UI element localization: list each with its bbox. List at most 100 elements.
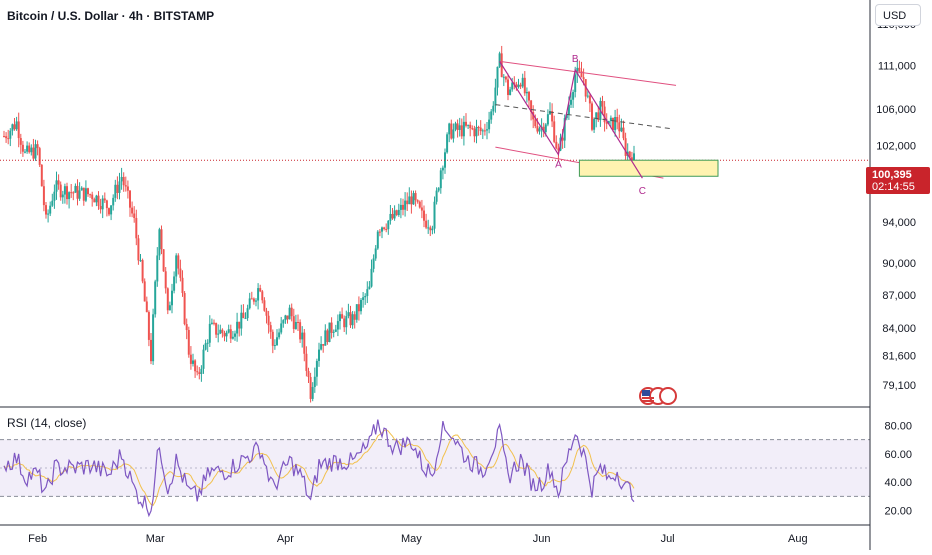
- currency-button[interactable]: USD: [875, 4, 921, 26]
- candle-body: [427, 227, 430, 229]
- candle-body: [252, 298, 255, 302]
- candle-body: [51, 200, 54, 206]
- candle-body: [99, 205, 102, 210]
- candle-body: [250, 298, 253, 300]
- candle-body: [196, 371, 199, 373]
- candle-body: [278, 332, 281, 338]
- candle-body: [475, 126, 478, 137]
- candle-body: [26, 145, 29, 152]
- candle-body: [133, 213, 136, 218]
- candle-body: [374, 248, 377, 259]
- candle-body: [483, 130, 486, 132]
- candle-body: [166, 288, 169, 311]
- candle-body: [523, 77, 526, 94]
- candle-body: [276, 337, 278, 346]
- candle-body: [38, 148, 41, 165]
- candle-body: [570, 99, 572, 105]
- candle-body: [477, 126, 480, 128]
- candle-body: [462, 121, 465, 137]
- candle-body: [187, 330, 190, 355]
- candle-body: [70, 192, 73, 194]
- candle-body: [339, 314, 341, 322]
- candle-body: [240, 312, 243, 329]
- candle-body: [173, 276, 176, 291]
- candle-body: [542, 126, 545, 132]
- candle-body: [219, 329, 222, 334]
- candle-body: [158, 229, 161, 256]
- y-tick-label: 81,600: [882, 350, 916, 362]
- channel-upper-line[interactable]: [499, 60, 677, 86]
- candle-body: [108, 208, 110, 215]
- candle-body: [126, 186, 129, 191]
- y-tick-label: 84,000: [882, 323, 916, 335]
- x-tick-label: May: [401, 533, 422, 545]
- candle-body: [244, 318, 247, 320]
- candle-body: [633, 153, 635, 166]
- candle-body: [152, 314, 155, 362]
- candle-body: [5, 136, 8, 139]
- candle-body: [294, 321, 297, 329]
- candle-body: [416, 200, 419, 202]
- candle-body: [538, 128, 541, 132]
- candle-body: [366, 289, 369, 296]
- candle-body: [364, 295, 367, 298]
- y-tick-label: 106,000: [876, 104, 916, 116]
- abc-wave-line[interactable]: [499, 61, 643, 179]
- candle-body: [389, 213, 392, 221]
- candle-body: [553, 121, 556, 142]
- candle-body: [341, 314, 344, 319]
- wave-label-b: B: [572, 54, 579, 65]
- candle-body: [381, 227, 383, 232]
- candle-body: [204, 343, 207, 350]
- candle-body: [395, 210, 398, 216]
- candle-body: [370, 268, 373, 287]
- candle-body: [322, 344, 325, 346]
- rsi-tick-label: 60.00: [884, 449, 912, 461]
- candle-body: [414, 193, 417, 201]
- candle-body: [616, 116, 619, 123]
- candle-body: [208, 323, 211, 343]
- y-tick-label: 90,000: [882, 258, 916, 270]
- candle-body: [265, 310, 268, 316]
- candle-body: [101, 198, 104, 210]
- candle-body: [496, 66, 499, 88]
- candle-body: [448, 123, 451, 135]
- candle-body: [89, 194, 92, 196]
- candle-body: [494, 87, 497, 106]
- candle-body: [588, 95, 591, 104]
- candle-body: [147, 312, 150, 340]
- candle-body: [87, 188, 89, 195]
- candle-body: [45, 205, 47, 215]
- target-zone-box[interactable]: [578, 159, 719, 177]
- candle-body: [336, 321, 339, 330]
- channel-midline[interactable]: [495, 104, 672, 130]
- candle-body: [351, 314, 354, 326]
- candle-body: [42, 186, 45, 206]
- candle-body: [490, 111, 493, 120]
- candle-body: [284, 315, 287, 321]
- candle-body: [162, 249, 165, 272]
- candle-body: [580, 71, 583, 78]
- candle-body: [120, 176, 123, 182]
- candle-body: [150, 339, 152, 362]
- candle-body: [59, 184, 62, 198]
- candle-body: [116, 184, 119, 193]
- candle-body: [76, 185, 79, 199]
- candle-body: [471, 128, 474, 130]
- candle-body: [372, 258, 375, 269]
- candle-body: [597, 112, 600, 121]
- candle-body: [582, 77, 585, 80]
- candle-body: [614, 116, 617, 131]
- bar-countdown: 02:14:55: [872, 181, 915, 193]
- flag-logo[interactable]: [639, 387, 677, 405]
- candle-body: [55, 180, 58, 192]
- candle-body: [404, 200, 407, 210]
- candle-body: [408, 196, 411, 205]
- candle-body: [399, 204, 402, 210]
- candle-body: [460, 125, 463, 137]
- candle-body: [605, 122, 608, 124]
- candle-body: [307, 370, 310, 378]
- candle-body: [267, 315, 270, 326]
